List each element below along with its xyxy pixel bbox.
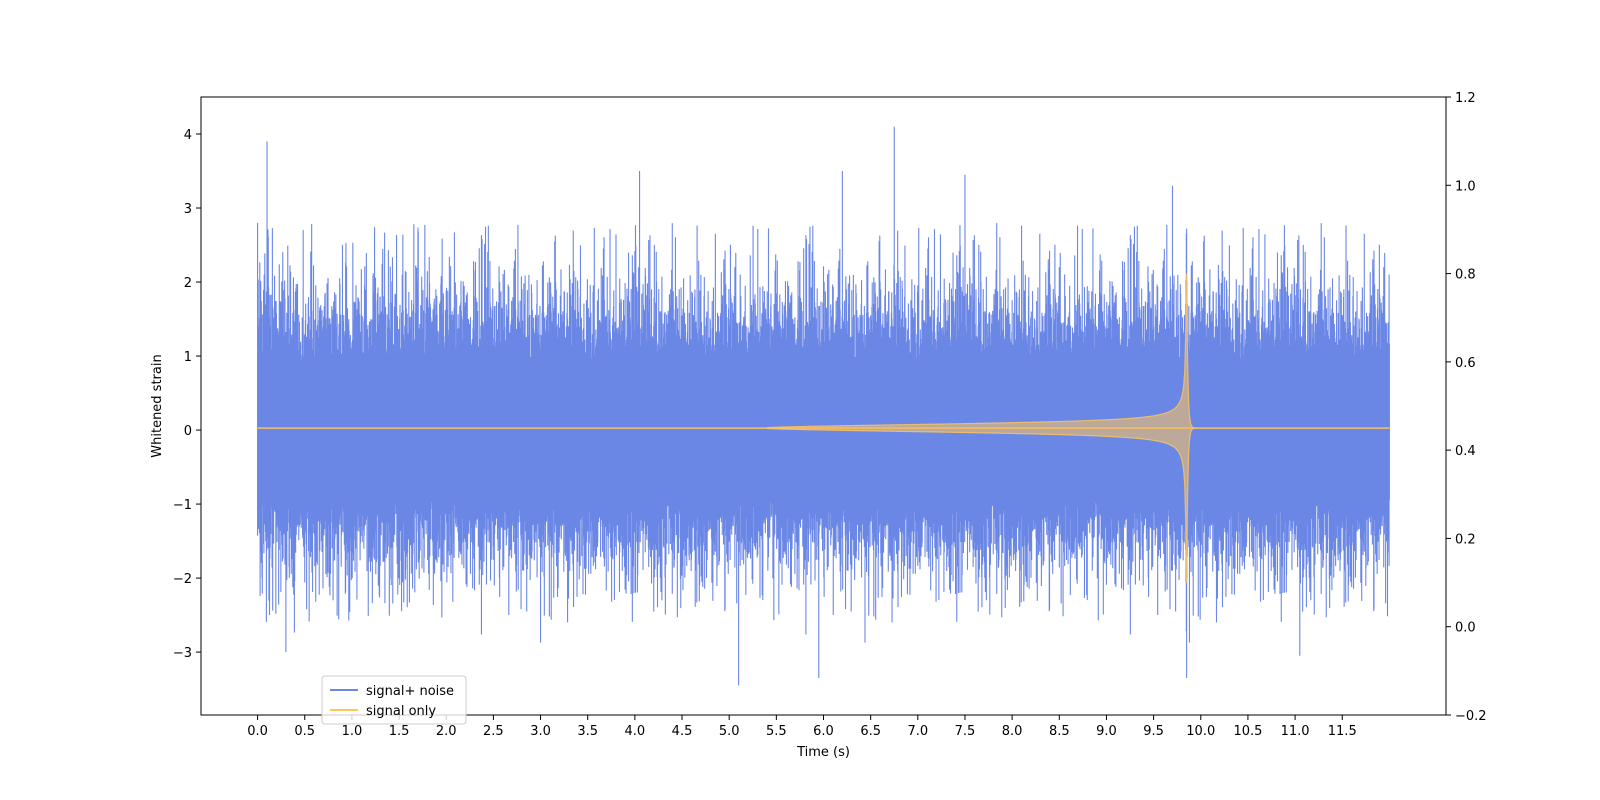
x-tick-label: 8.0 [1002,724,1023,739]
y2-tick-label: 0.2 [1455,532,1476,547]
y-tick-label: 2 [184,276,192,291]
x-tick-label: 10.0 [1186,724,1215,739]
y-tick-label: 1 [184,350,192,365]
legend: signal+ noise signal only [321,675,467,725]
legend-box [321,675,467,725]
x-axis-label: Time (s) [796,745,850,760]
x-tick-label: 3.5 [577,724,598,739]
axes: 0.0 0.5 1.0 1.5 2.0 2.5 3.0 3.5 4.0 4.5 5.0 5.5 6.0 6… [173,91,1487,739]
x-tick-label: 5.0 [719,724,740,739]
y-tick-label: −1 [173,498,192,513]
y-axis-label: Whitened strain [150,354,165,457]
y-tick-label: 3 [184,202,192,217]
x-tick-label: 11.0 [1281,724,1310,739]
y2-tick-label: 1.2 [1455,91,1476,106]
y-tick-label: 4 [184,128,192,143]
x-tick-label: 2.0 [436,724,457,739]
x-tick-label: 2.5 [483,724,504,739]
x-tick-label: 1.5 [389,724,410,739]
x-tick-label: 7.5 [955,724,976,739]
x-tick-label: 9.5 [1143,724,1164,739]
y2-tick-label: −0.2 [1455,709,1487,724]
x-tick-label: 6.5 [860,724,881,739]
legend-label-signal-noise: signal+ noise [366,684,454,699]
x-tick-label: 4.5 [672,724,693,739]
series-signal-noise [257,126,1390,686]
x-tick-label: 0.0 [247,724,268,739]
y2-tick-label: 0.6 [1455,356,1476,371]
y2-tick-label: 0.4 [1455,444,1476,459]
legend-label-signal-only: signal only [366,704,436,719]
x-tick-label: 3.0 [530,724,551,739]
y2-tick-label: 0.8 [1455,268,1476,283]
x-tick-label: 10.5 [1233,724,1262,739]
x-tick-label: 8.5 [1049,724,1070,739]
y-tick-label: −3 [173,646,192,661]
x-tick-label: 0.5 [294,724,315,739]
x-tick-label: 6.0 [813,724,834,739]
y2-tick-label: 0.0 [1455,621,1476,636]
y-tick-label: −2 [173,572,192,587]
x-tick-label: 4.0 [625,724,646,739]
y2-tick-label: 1.0 [1455,179,1476,194]
x-tick-label: 9.0 [1096,724,1117,739]
x-tick-label: 7.0 [907,724,928,739]
x-tick-label: 1.0 [342,724,363,739]
x-tick-label: 5.5 [766,724,787,739]
y-tick-label: 0 [184,424,192,439]
x-tick-label: 11.5 [1328,724,1357,739]
plot-area [257,126,1390,686]
